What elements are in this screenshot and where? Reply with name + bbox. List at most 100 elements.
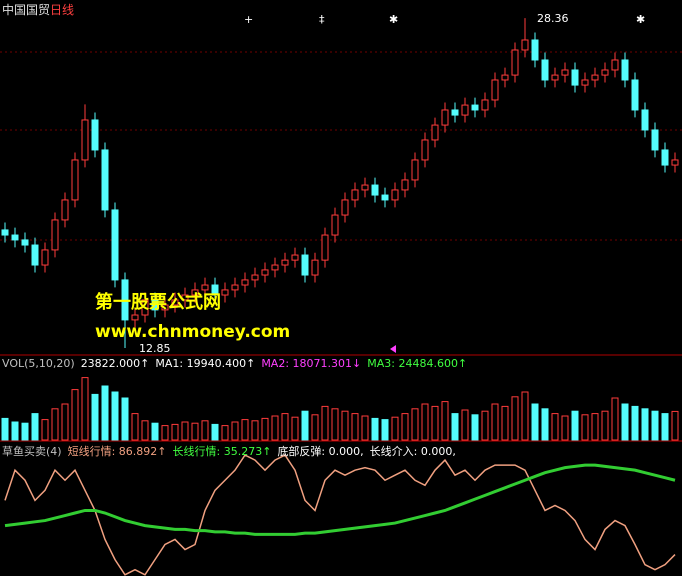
volume-bar: [141, 420, 149, 441]
candle-body: [631, 79, 639, 111]
volume-bar: [101, 385, 109, 441]
volume-bar: [31, 413, 39, 441]
candle-body: [101, 149, 109, 211]
header-item: VOL(5,10,20): [2, 357, 75, 370]
volume-bar: [261, 417, 269, 441]
volume-bar: [531, 403, 539, 441]
candle-body: [251, 274, 259, 281]
candle-body: [1, 229, 9, 236]
candle-body: [621, 59, 629, 81]
volume-bar: [661, 413, 669, 441]
volume-bar: [481, 410, 489, 441]
candle-body: [191, 289, 199, 296]
volume-bar: [211, 423, 219, 441]
header-item: 草鱼买卖(4): [2, 445, 62, 458]
candle-body: [141, 299, 149, 316]
volume-bar: [1, 417, 9, 441]
candle-body: [341, 199, 349, 216]
indicator-line: [4, 463, 676, 536]
volume-bar: [391, 416, 399, 441]
volume-bar: [71, 389, 79, 441]
candle-body: [121, 279, 129, 321]
candle-body: [491, 79, 499, 101]
candle-body: [71, 159, 79, 201]
candle-body: [171, 299, 179, 306]
volume-bar: [511, 396, 519, 441]
volume-bar: [341, 410, 349, 441]
candle-body: [451, 109, 459, 116]
volume-bar: [351, 413, 359, 441]
volume-bar: [381, 419, 389, 441]
candle-body: [431, 124, 439, 141]
candle-body: [311, 259, 319, 276]
header-item: 长线行情: 35.273↑: [172, 445, 272, 458]
candle-body: [291, 254, 299, 261]
candle-body: [521, 39, 529, 51]
candle-body: [331, 214, 339, 236]
candle-body: [41, 249, 49, 266]
volume-bar: [311, 414, 319, 441]
signal-marker: ✱: [636, 13, 645, 26]
volume-bar: [271, 415, 279, 441]
candle-body: [611, 59, 619, 71]
candle-body: [301, 254, 309, 276]
signal-marker: ‡: [319, 13, 325, 26]
candle-body: [481, 99, 489, 111]
candle-body: [401, 179, 409, 191]
candle-body: [221, 289, 229, 296]
candle-body: [151, 299, 159, 311]
volume-bar: [21, 422, 29, 441]
indicator-line: [4, 454, 676, 576]
candle-body: [381, 194, 389, 201]
candle-body: [61, 199, 69, 221]
candle-body: [391, 189, 399, 201]
volume-bar: [491, 403, 499, 441]
candle-body: [361, 184, 369, 191]
signal-marker: ✱: [389, 13, 398, 26]
header-item: 短线行情: 86.892↑: [67, 445, 167, 458]
header-item: 长线介入: 0.000,: [369, 445, 456, 458]
candle-body: [531, 39, 539, 61]
candle-body: [571, 69, 579, 86]
volume-bar: [111, 391, 119, 441]
candle-body: [161, 304, 169, 311]
candle-body: [641, 109, 649, 131]
volume-bar: [651, 410, 659, 441]
volume-bar: [471, 414, 479, 441]
candle-body: [111, 209, 119, 281]
period: 日线: [50, 3, 75, 17]
signal-marker: +: [244, 13, 253, 26]
watermark-url: www.chnmoney.com: [95, 322, 291, 342]
volume-bar: [51, 408, 59, 441]
volume-bar: [441, 401, 449, 441]
volume-bar: [191, 422, 199, 441]
candle-body: [671, 159, 679, 166]
candle-body: [541, 59, 549, 81]
stock-name: 中国国贸: [2, 3, 51, 17]
volume-bar: [581, 414, 589, 441]
candle-body: [201, 284, 209, 291]
candle-body: [421, 139, 429, 161]
volume-bar: [541, 408, 549, 441]
candle-body: [21, 239, 29, 246]
volume-bar: [131, 413, 139, 441]
cursor-marker: [390, 345, 396, 353]
candle-body: [461, 104, 469, 116]
candle-body: [81, 119, 89, 161]
volume-bar: [561, 415, 569, 441]
volume-bar: [431, 405, 439, 441]
volume-bar: [281, 413, 289, 441]
volume-bar: [181, 421, 189, 441]
volume-bar: [251, 420, 259, 441]
candle-body: [651, 129, 659, 151]
volume-bar: [121, 397, 129, 441]
volume-bar: [221, 425, 229, 441]
candle-body: [51, 219, 59, 251]
candle-body: [351, 189, 359, 201]
volume-bar: [571, 410, 579, 441]
candle-body: [231, 284, 239, 291]
header-item: MA3: 24484.600↑: [367, 357, 468, 370]
volume-bar: [521, 391, 529, 441]
